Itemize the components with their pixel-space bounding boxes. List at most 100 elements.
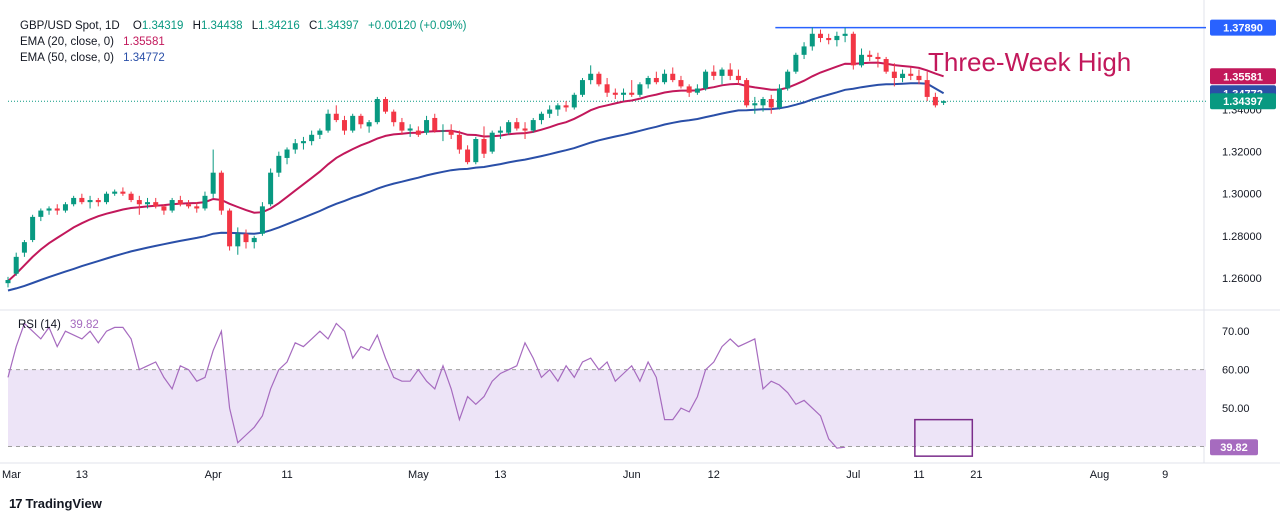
candle-body (333, 113, 339, 121)
candle-body (891, 71, 897, 78)
candle-body (309, 134, 315, 142)
candle-body (924, 80, 930, 97)
rsi-tag-bg (1210, 439, 1258, 456)
candle-body (268, 172, 274, 205)
candle-body (850, 33, 856, 66)
candle-body (136, 200, 142, 205)
time-axis-tick: Mar (2, 469, 21, 481)
close-label: C (308, 20, 318, 32)
candle-body (776, 88, 782, 108)
candle-body (768, 99, 774, 108)
candle-body (169, 200, 175, 211)
time-axis-tick: 9 (1162, 469, 1168, 481)
candle-body (752, 103, 758, 106)
time-axis-tick: May (408, 469, 429, 481)
rsi-axis-tick: 60.00 (1222, 365, 1250, 377)
ema50-legend[interactable]: EMA (50, close, 0) 1.34772 (20, 51, 165, 65)
candle-body (727, 69, 733, 76)
candle-body (210, 172, 216, 194)
candle-body (670, 73, 676, 81)
price-axis-tick: 1.32000 (1222, 147, 1262, 159)
low-label: L (251, 20, 259, 32)
candle-body (300, 141, 306, 144)
price-axis-tick: 1.26000 (1222, 273, 1262, 285)
candle-body (46, 208, 52, 211)
candle-body (186, 204, 192, 207)
high-label: H (192, 20, 201, 32)
candle-body (399, 122, 405, 131)
rsi-line (7, 322, 846, 449)
candle-body (284, 149, 290, 158)
rsi-axis-tick: 50.00 (1222, 403, 1250, 415)
candle-body (341, 120, 347, 131)
candle-body (481, 139, 487, 154)
candle-body (5, 280, 11, 284)
candle-body (448, 130, 454, 135)
candle-body (785, 71, 791, 89)
candle-body (555, 105, 561, 110)
rsi-label: RSI (14) (18, 319, 61, 331)
candle-body (637, 84, 643, 95)
ema20-value: 1.35581 (123, 36, 165, 48)
time-axis-tick: 13 (76, 469, 88, 481)
open-label: O (132, 20, 142, 32)
ema20-label: EMA (20, close, 0) (20, 36, 114, 48)
candle-body (358, 115, 364, 125)
candle-body (87, 200, 93, 203)
price-tag-bg (1210, 68, 1276, 85)
candle-body (522, 128, 528, 131)
candle-body (916, 75, 922, 81)
candle-body (30, 216, 36, 241)
candle-body (859, 54, 865, 66)
candle-body (128, 193, 134, 201)
price-tag-bg (1210, 93, 1276, 110)
candle-body (177, 200, 183, 205)
candle-body (383, 99, 389, 112)
candle-body (662, 73, 668, 83)
candle-body (629, 92, 635, 95)
time-axis-tick: Aug (1090, 469, 1110, 481)
three-week-high-annotation: Three-Week High (928, 47, 1131, 77)
candle-body (834, 35, 840, 41)
candle-body (686, 86, 692, 93)
tradingview-logo[interactable]: 17 TradingView (9, 496, 102, 511)
candle-body (506, 122, 512, 133)
time-axis-tick: Jun (623, 469, 641, 481)
close-value: 1.34397 (317, 20, 359, 32)
time-axis-tick: 11 (913, 469, 924, 481)
candle-body (440, 130, 446, 132)
candle-body (21, 242, 27, 253)
candle-body (259, 206, 265, 234)
candle-body (62, 204, 68, 211)
high-value: 1.34438 (200, 20, 243, 32)
candle-body (703, 71, 709, 89)
candle-body (817, 33, 823, 38)
candle-body (415, 130, 421, 135)
candle-body (161, 206, 167, 211)
candle-body (719, 69, 725, 76)
open-value: 1.34319 (141, 20, 184, 32)
rsi-highlight-box (914, 418, 974, 457)
candle-body (38, 210, 44, 217)
candle-body (497, 130, 503, 133)
candle-body (604, 84, 610, 93)
candle-body (793, 54, 799, 72)
candle-body (103, 193, 109, 203)
candle-body (218, 172, 224, 211)
price-tag-label: 1.34397 (1223, 96, 1263, 108)
price-tag-label: 1.37890 (1223, 23, 1263, 35)
candle-body (325, 113, 331, 131)
candle-body (95, 200, 101, 203)
time-axis-tick: Jul (846, 469, 860, 481)
candle-body (407, 128, 413, 131)
candle-body (251, 237, 257, 243)
ema20-legend[interactable]: EMA (20, close, 0) 1.35581 (20, 35, 165, 49)
candle-body (744, 80, 750, 106)
change-value: +0.00120 (+0.09%) (368, 20, 467, 32)
ema50-value: 1.34772 (123, 52, 165, 64)
candle-body (235, 233, 241, 247)
rsi-legend[interactable]: RSI (14) 39.82 (18, 318, 99, 332)
candle-body (153, 202, 159, 207)
candle-body (653, 77, 659, 83)
